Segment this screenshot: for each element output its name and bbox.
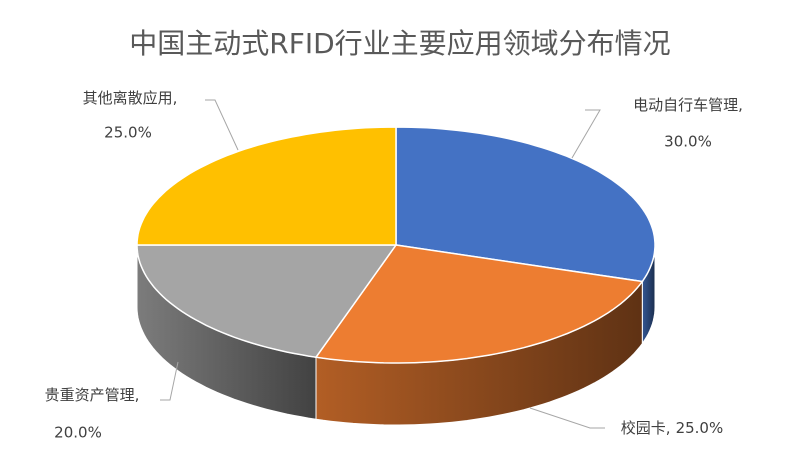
pie-slice [136, 126, 397, 246]
label-separator: , [738, 96, 743, 114]
value-label: 20.0% [54, 424, 102, 442]
pie-slice [395, 126, 656, 283]
pie-tops [136, 126, 656, 364]
label-separator: , [135, 386, 140, 404]
pie-slice [314, 244, 644, 364]
value-label: 25.0% [676, 419, 724, 437]
leader-line [571, 109, 601, 159]
data-labels: 电动自行车管理, 30.0% 校园卡, 25.0% 贵重资产管理, 20.0% 其他离散应用… [45, 89, 743, 442]
label-separator: , [173, 89, 178, 107]
category-label: 贵重资产管理 [45, 386, 135, 404]
value-label: 25.0% [104, 124, 152, 142]
category-label: 电动自行车管理 [633, 96, 738, 114]
pie-slice [136, 244, 398, 359]
leader-line [529, 407, 605, 429]
data-label: 电动自行车管理, [633, 96, 743, 114]
data-label: 其他离散应用, [83, 89, 178, 107]
data-label: 校园卡, 25.0% [621, 419, 723, 437]
chart-title: 中国主动式RFID行业主要应用领域分布情况 [129, 27, 670, 60]
label-separator: , [666, 419, 671, 437]
leader-line [205, 99, 239, 151]
category-label: 校园卡 [621, 419, 666, 437]
leader-line [160, 361, 179, 401]
category-label: 其他离散应用 [83, 89, 173, 107]
data-label: 贵重资产管理, [45, 386, 140, 404]
value-label: 30.0% [664, 133, 712, 151]
